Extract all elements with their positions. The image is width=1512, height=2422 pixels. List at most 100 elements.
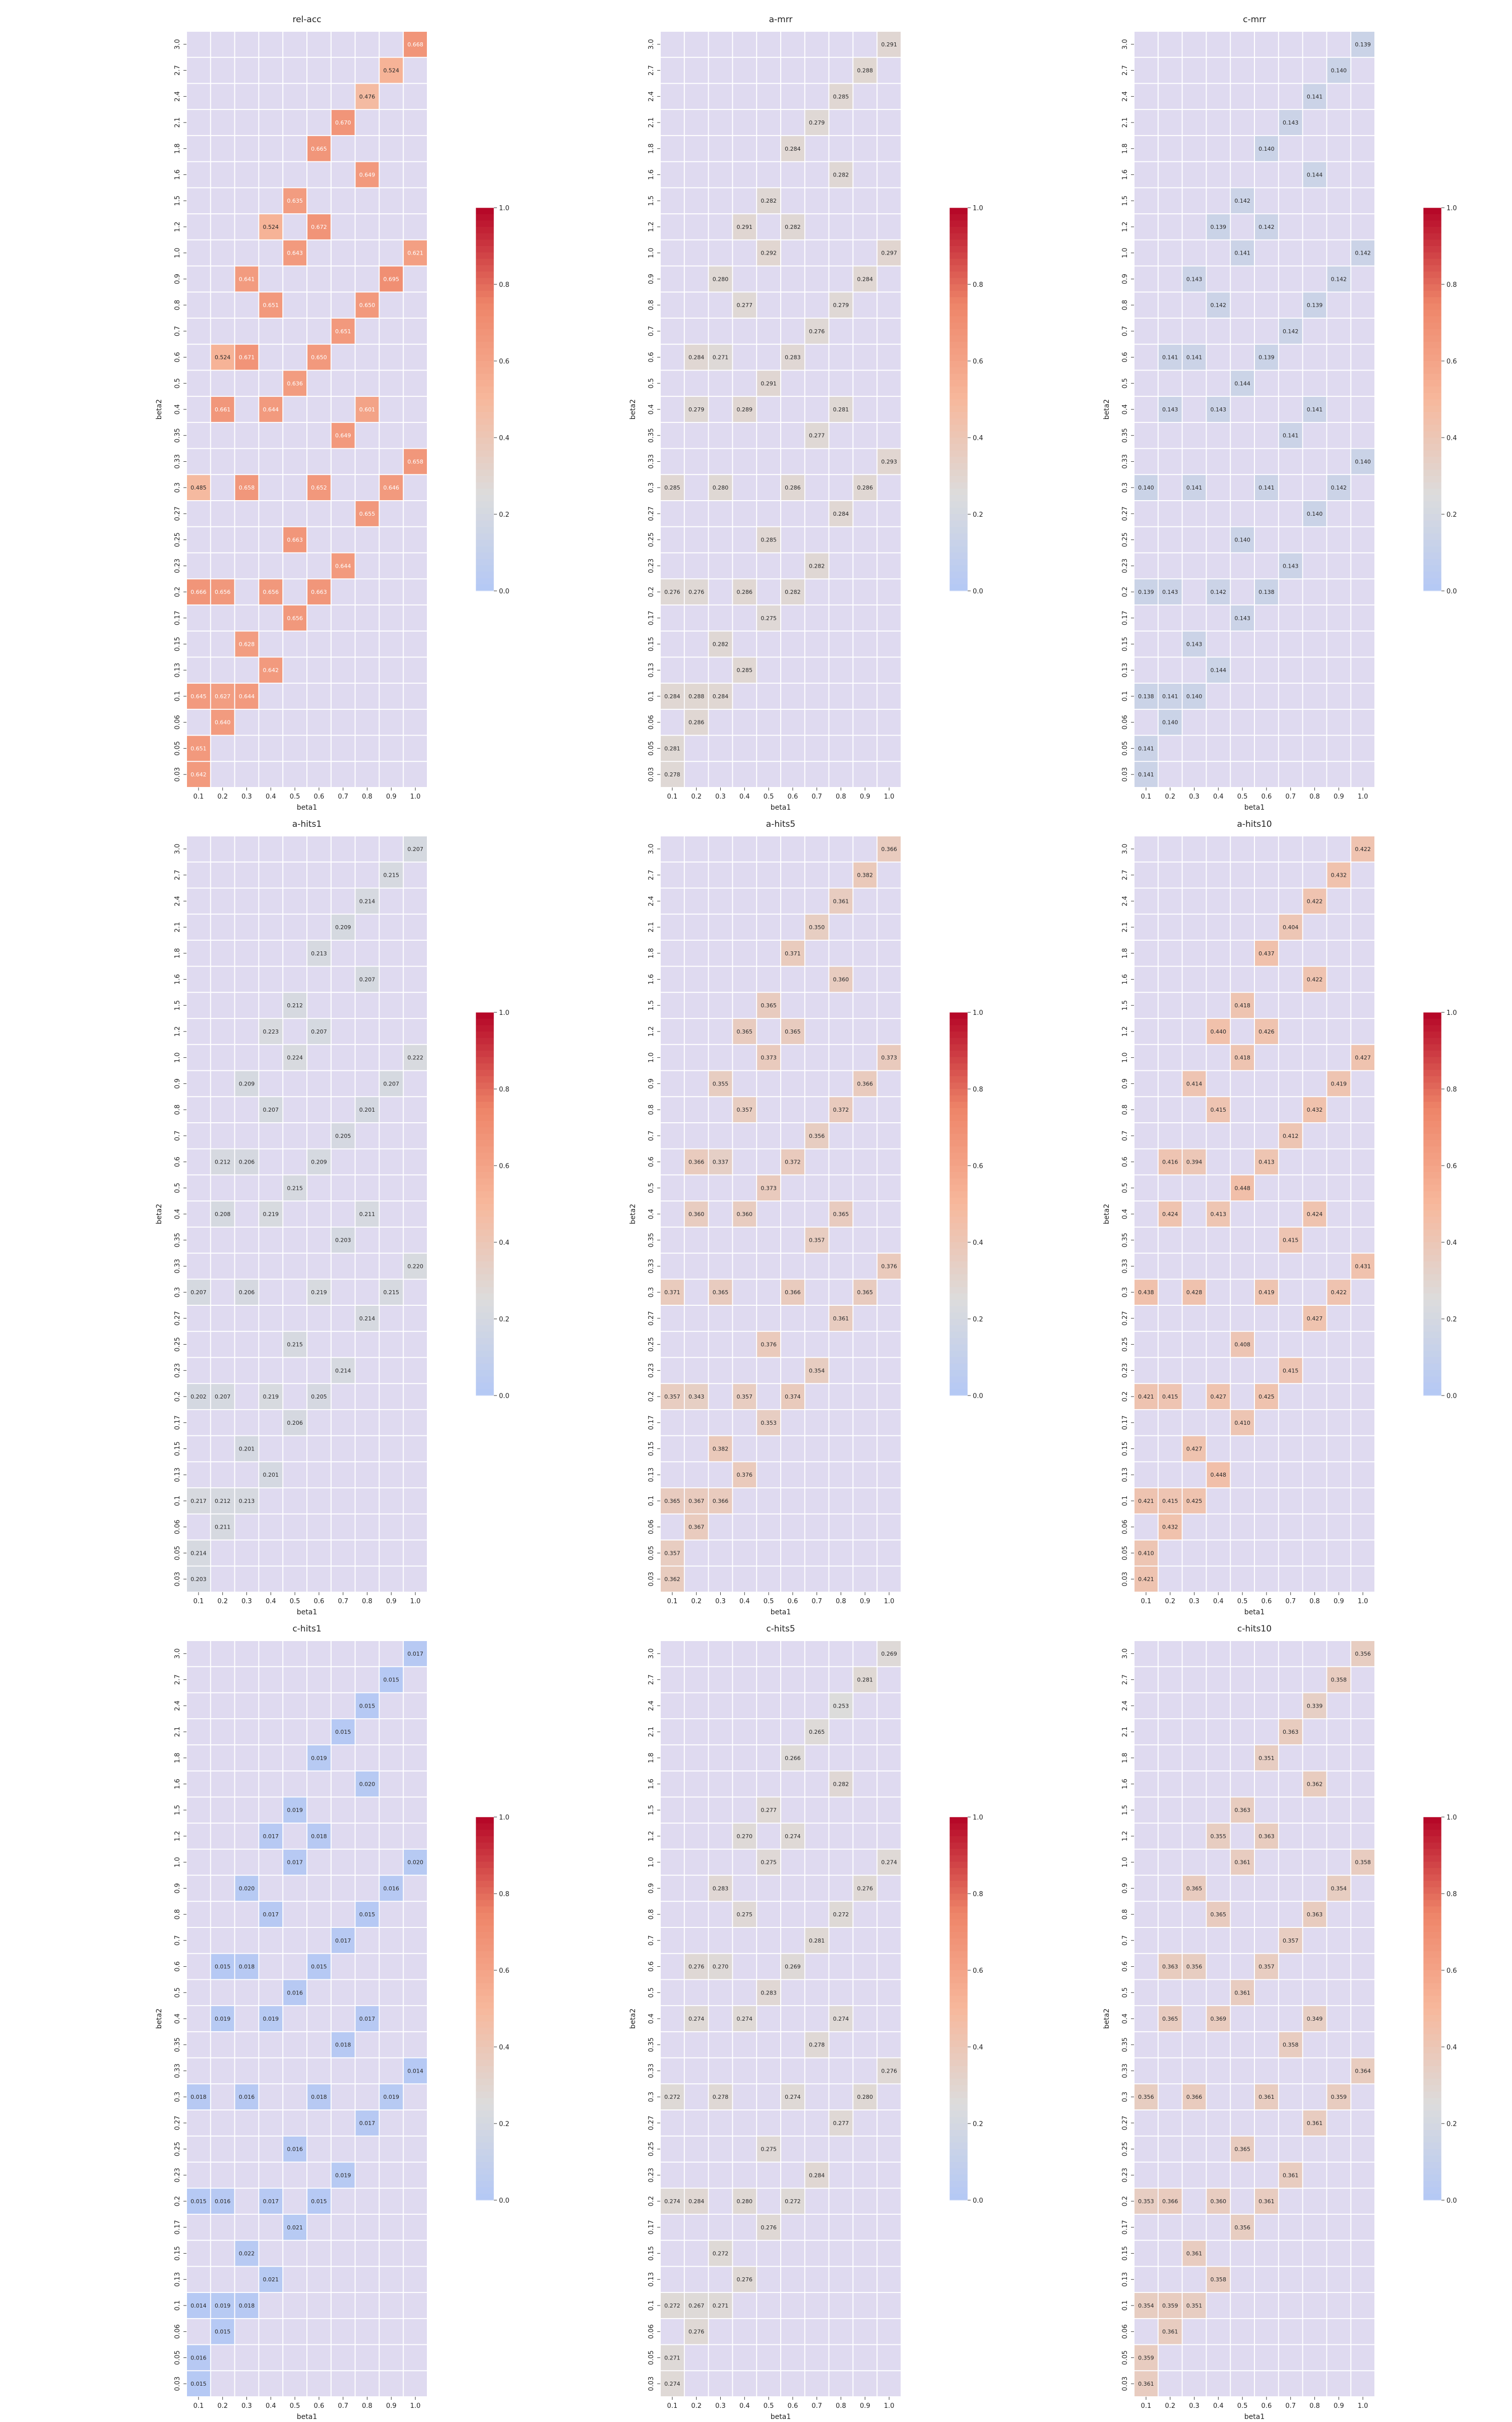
y-tick-label: 0.33 bbox=[174, 454, 181, 469]
heatmap-cell bbox=[331, 422, 355, 448]
y-tick-label: 1.2 bbox=[648, 222, 655, 232]
y-tick-label: 0.23 bbox=[174, 559, 181, 573]
colorbar-segment bbox=[476, 482, 494, 489]
colorbar-segment bbox=[950, 2149, 968, 2156]
y-tick-label: 0.8 bbox=[648, 1105, 655, 1115]
heatmap-cell bbox=[1182, 475, 1206, 501]
x-tick-label: 0.7 bbox=[811, 1598, 822, 1605]
cell-value-label: 0.141 bbox=[1307, 406, 1323, 413]
cell-value-label: 0.485 bbox=[191, 485, 207, 491]
heatmap-cell bbox=[805, 1719, 829, 1744]
y-tick-label: 2.1 bbox=[174, 117, 181, 128]
cell-value-label: 0.282 bbox=[785, 224, 801, 230]
cell-value-label: 0.355 bbox=[1211, 1833, 1227, 1840]
cell-value-label: 0.206 bbox=[239, 1289, 255, 1296]
colorbar-segment bbox=[950, 527, 968, 534]
heatmap-cell bbox=[805, 2162, 829, 2188]
heatmap-cell bbox=[1279, 110, 1302, 135]
colorbar-segment bbox=[1423, 239, 1441, 247]
heatmap-cell bbox=[1279, 1358, 1302, 1383]
colorbar-segment bbox=[1423, 1995, 1441, 2003]
heatmap-cell bbox=[709, 2084, 732, 2110]
y-axis-label: beta2 bbox=[155, 2009, 163, 2029]
heatmap-cell bbox=[355, 966, 379, 992]
heatmap-cell bbox=[781, 344, 804, 370]
heatmap-cell bbox=[1207, 1097, 1230, 1122]
y-tick-label: 1.6 bbox=[1121, 974, 1129, 985]
y-tick-label: 2.4 bbox=[648, 896, 655, 906]
cell-value-label: 0.361 bbox=[1234, 1859, 1250, 1866]
cell-value-label: 0.361 bbox=[1138, 2381, 1154, 2387]
colorbar-segment bbox=[950, 1293, 968, 1300]
heatmap-cell bbox=[1207, 2267, 1230, 2292]
cell-value-label: 0.276 bbox=[881, 2068, 897, 2074]
y-tick-label: 0.2 bbox=[1121, 1391, 1129, 1402]
y-tick-label: 0.1 bbox=[174, 691, 181, 702]
cell-value-label: 0.365 bbox=[737, 1028, 753, 1035]
colorbar-segment bbox=[1423, 2028, 1441, 2035]
heatmap-cell bbox=[1351, 32, 1374, 57]
heatmap-cell bbox=[380, 1280, 403, 1305]
heatmap-cell bbox=[684, 2293, 708, 2318]
y-tick-label: 0.35 bbox=[648, 2037, 655, 2052]
colorbar-segment bbox=[950, 1970, 968, 1977]
heatmap-cell bbox=[1158, 684, 1182, 709]
y-tick-label: 1.8 bbox=[174, 948, 181, 958]
colorbar-tick-label: 0.8 bbox=[973, 1086, 983, 1094]
heatmap-cell bbox=[1207, 1201, 1230, 1227]
heatmap-cell bbox=[733, 1019, 757, 1044]
colorbar-segment bbox=[1423, 1900, 1441, 1907]
colorbar-segment bbox=[950, 2098, 968, 2105]
cell-value-label: 0.020 bbox=[239, 1885, 255, 1892]
colorbar-segment bbox=[1423, 1217, 1441, 1224]
colorbar-segment bbox=[950, 271, 968, 278]
cell-value-label: 0.354 bbox=[809, 1367, 825, 1374]
cell-value-label: 0.650 bbox=[311, 354, 327, 361]
colorbar-segment bbox=[476, 1166, 494, 1173]
colorbar-tick-label: 1.0 bbox=[1446, 205, 1457, 212]
cell-value-label: 0.361 bbox=[833, 1315, 849, 1322]
colorbar-segment bbox=[1423, 1874, 1441, 1882]
heatmap-cell bbox=[709, 1280, 732, 1305]
x-tick-label: 0.6 bbox=[788, 1598, 798, 1605]
colorbar-segment bbox=[476, 2040, 494, 2047]
colorbar-segment bbox=[950, 1051, 968, 1058]
heatmap-cell bbox=[1135, 684, 1158, 709]
cell-value-label: 0.291 bbox=[737, 224, 753, 230]
heatmap-cell bbox=[259, 1097, 283, 1122]
cell-value-label: 0.283 bbox=[785, 354, 801, 361]
x-tick-label: 0.6 bbox=[314, 1598, 325, 1605]
heatmap-cell bbox=[757, 1175, 780, 1201]
colorbar-segment bbox=[476, 354, 494, 361]
colorbar-segment bbox=[476, 1082, 494, 1089]
colorbar-segment bbox=[1423, 1114, 1441, 1121]
colorbar-segment bbox=[1423, 444, 1441, 451]
colorbar-segment bbox=[950, 1204, 968, 1211]
colorbar-segment bbox=[1423, 2002, 1441, 2009]
colorbar-segment bbox=[1423, 1312, 1441, 1319]
colorbar-segment bbox=[476, 323, 494, 330]
heatmap-cell bbox=[829, 1693, 853, 1719]
colorbar-segment bbox=[1423, 469, 1441, 476]
y-tick-label: 0.15 bbox=[1121, 2246, 1129, 2261]
y-tick-label: 0.8 bbox=[174, 1105, 181, 1115]
colorbar-segment bbox=[950, 310, 968, 317]
y-tick-label: 0.3 bbox=[1121, 482, 1129, 493]
colorbar-segment bbox=[476, 2028, 494, 2035]
heatmap-cell bbox=[1207, 2006, 1230, 2031]
colorbar-segment bbox=[476, 374, 494, 381]
colorbar-segment bbox=[476, 2104, 494, 2111]
colorbar-segment bbox=[476, 1836, 494, 1843]
heatmap-cell bbox=[404, 240, 427, 266]
cell-value-label: 0.413 bbox=[1211, 1211, 1227, 1218]
colorbar-segment bbox=[476, 520, 494, 527]
cell-value-label: 0.361 bbox=[1186, 2251, 1203, 2257]
heatmap-cell bbox=[404, 1045, 427, 1070]
cell-value-label: 0.421 bbox=[1138, 1576, 1154, 1583]
heatmap-cell bbox=[1327, 1667, 1351, 1692]
colorbar-tick-label: 1.0 bbox=[1446, 1814, 1457, 1822]
colorbar-segment bbox=[476, 565, 494, 572]
cell-value-label: 0.219 bbox=[263, 1211, 279, 1218]
colorbar-segment bbox=[950, 233, 968, 240]
cell-value-label: 0.360 bbox=[737, 1211, 753, 1218]
